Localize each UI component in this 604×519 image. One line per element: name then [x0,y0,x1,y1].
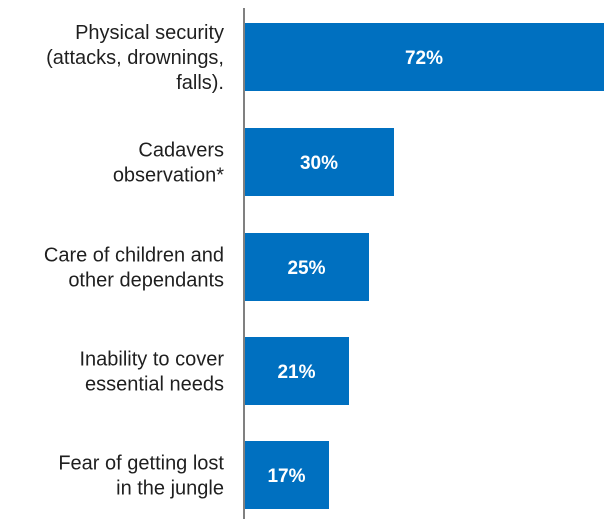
category-label-4: Fear of getting lost in the jungle [58,453,224,500]
category-labels-group: Physical security (attacks, drownings, fal… [44,22,225,500]
value-labels-group: 72% 30% 25% 21% 17% [267,48,443,487]
category-label-2-line-0: Care of children and [44,245,224,267]
value-label-0: 72% [405,48,443,69]
category-label-2: Care of children and other dependants [44,245,224,292]
category-label-0-line-2: falls). [176,72,224,94]
category-label-2-line-1: other dependants [68,270,224,292]
bar-0 [245,23,604,91]
category-label-1-line-1: observation* [113,165,224,187]
value-label-3: 21% [277,362,315,383]
category-label-3-line-1: essential needs [85,374,224,396]
category-label-3-line-0: Inability to cover [79,349,224,371]
bar-2 [245,233,369,301]
bars-group [245,23,604,509]
category-label-4-line-1: in the jungle [116,478,224,500]
category-label-4-line-0: Fear of getting lost [58,453,224,475]
category-label-3: Inability to cover essential needs [79,349,224,396]
category-label-0: Physical security (attacks, drownings, fal… [46,22,224,94]
category-label-0-line-0: Physical security [75,22,224,44]
bar-1 [245,128,394,196]
value-label-2: 25% [287,258,325,279]
value-label-1: 30% [300,153,338,174]
bar-3 [245,337,349,405]
category-label-1: Cadavers observation* [113,140,224,187]
category-label-0-line-1: (attacks, drownings, [46,47,224,69]
category-label-1-line-0: Cadavers [138,140,224,162]
bar-4 [245,441,329,509]
value-label-4: 17% [267,466,305,487]
